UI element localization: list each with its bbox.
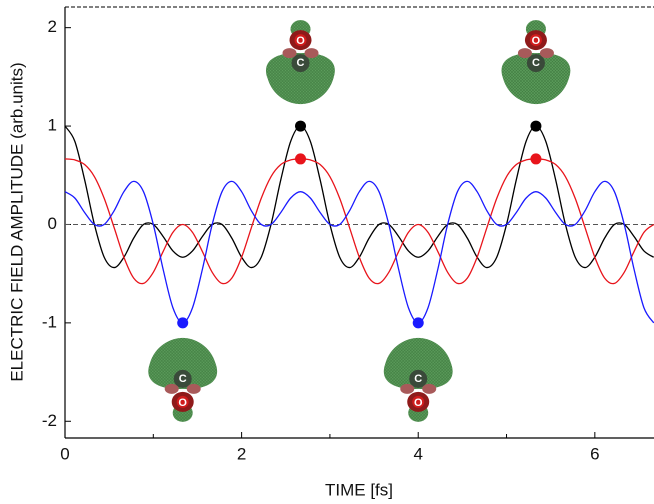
x-tick-label: 0 <box>60 444 69 463</box>
y-tick-label: 0 <box>48 214 57 233</box>
line-series <box>64 180 654 324</box>
atom-label: C <box>179 373 187 385</box>
marker <box>530 120 542 132</box>
marker <box>295 153 307 165</box>
y-axis-label: ELECTRIC FIELD AMPLITUDE (arb.units) <box>7 62 26 381</box>
x-axis-label: TIME [fs] <box>325 480 393 499</box>
molecule: CO <box>266 20 335 105</box>
atom-label: C <box>532 57 540 69</box>
atom-label: C <box>414 373 422 385</box>
molecule: CO <box>383 337 453 422</box>
marker <box>412 317 424 329</box>
line-series <box>64 158 654 285</box>
molecule: CO <box>148 337 218 422</box>
y-tick-label: -2 <box>42 411 57 430</box>
atom-label: C <box>297 57 305 69</box>
marker <box>295 120 307 132</box>
x-tick-label: 4 <box>413 444 422 463</box>
atom-label: O <box>296 35 305 47</box>
y-tick-label: -1 <box>42 312 57 331</box>
x-tick-label: 2 <box>237 444 246 463</box>
atom-label: O <box>532 35 541 47</box>
y-tick-label: 1 <box>48 116 57 135</box>
atom-label: O <box>414 397 423 409</box>
molecule: CO <box>501 20 571 105</box>
marker <box>530 153 542 165</box>
marker <box>177 317 189 329</box>
x-tick-label: 6 <box>590 444 599 463</box>
y-tick-label: 2 <box>48 17 57 36</box>
atom-label: O <box>178 397 187 409</box>
line-series <box>64 125 654 269</box>
